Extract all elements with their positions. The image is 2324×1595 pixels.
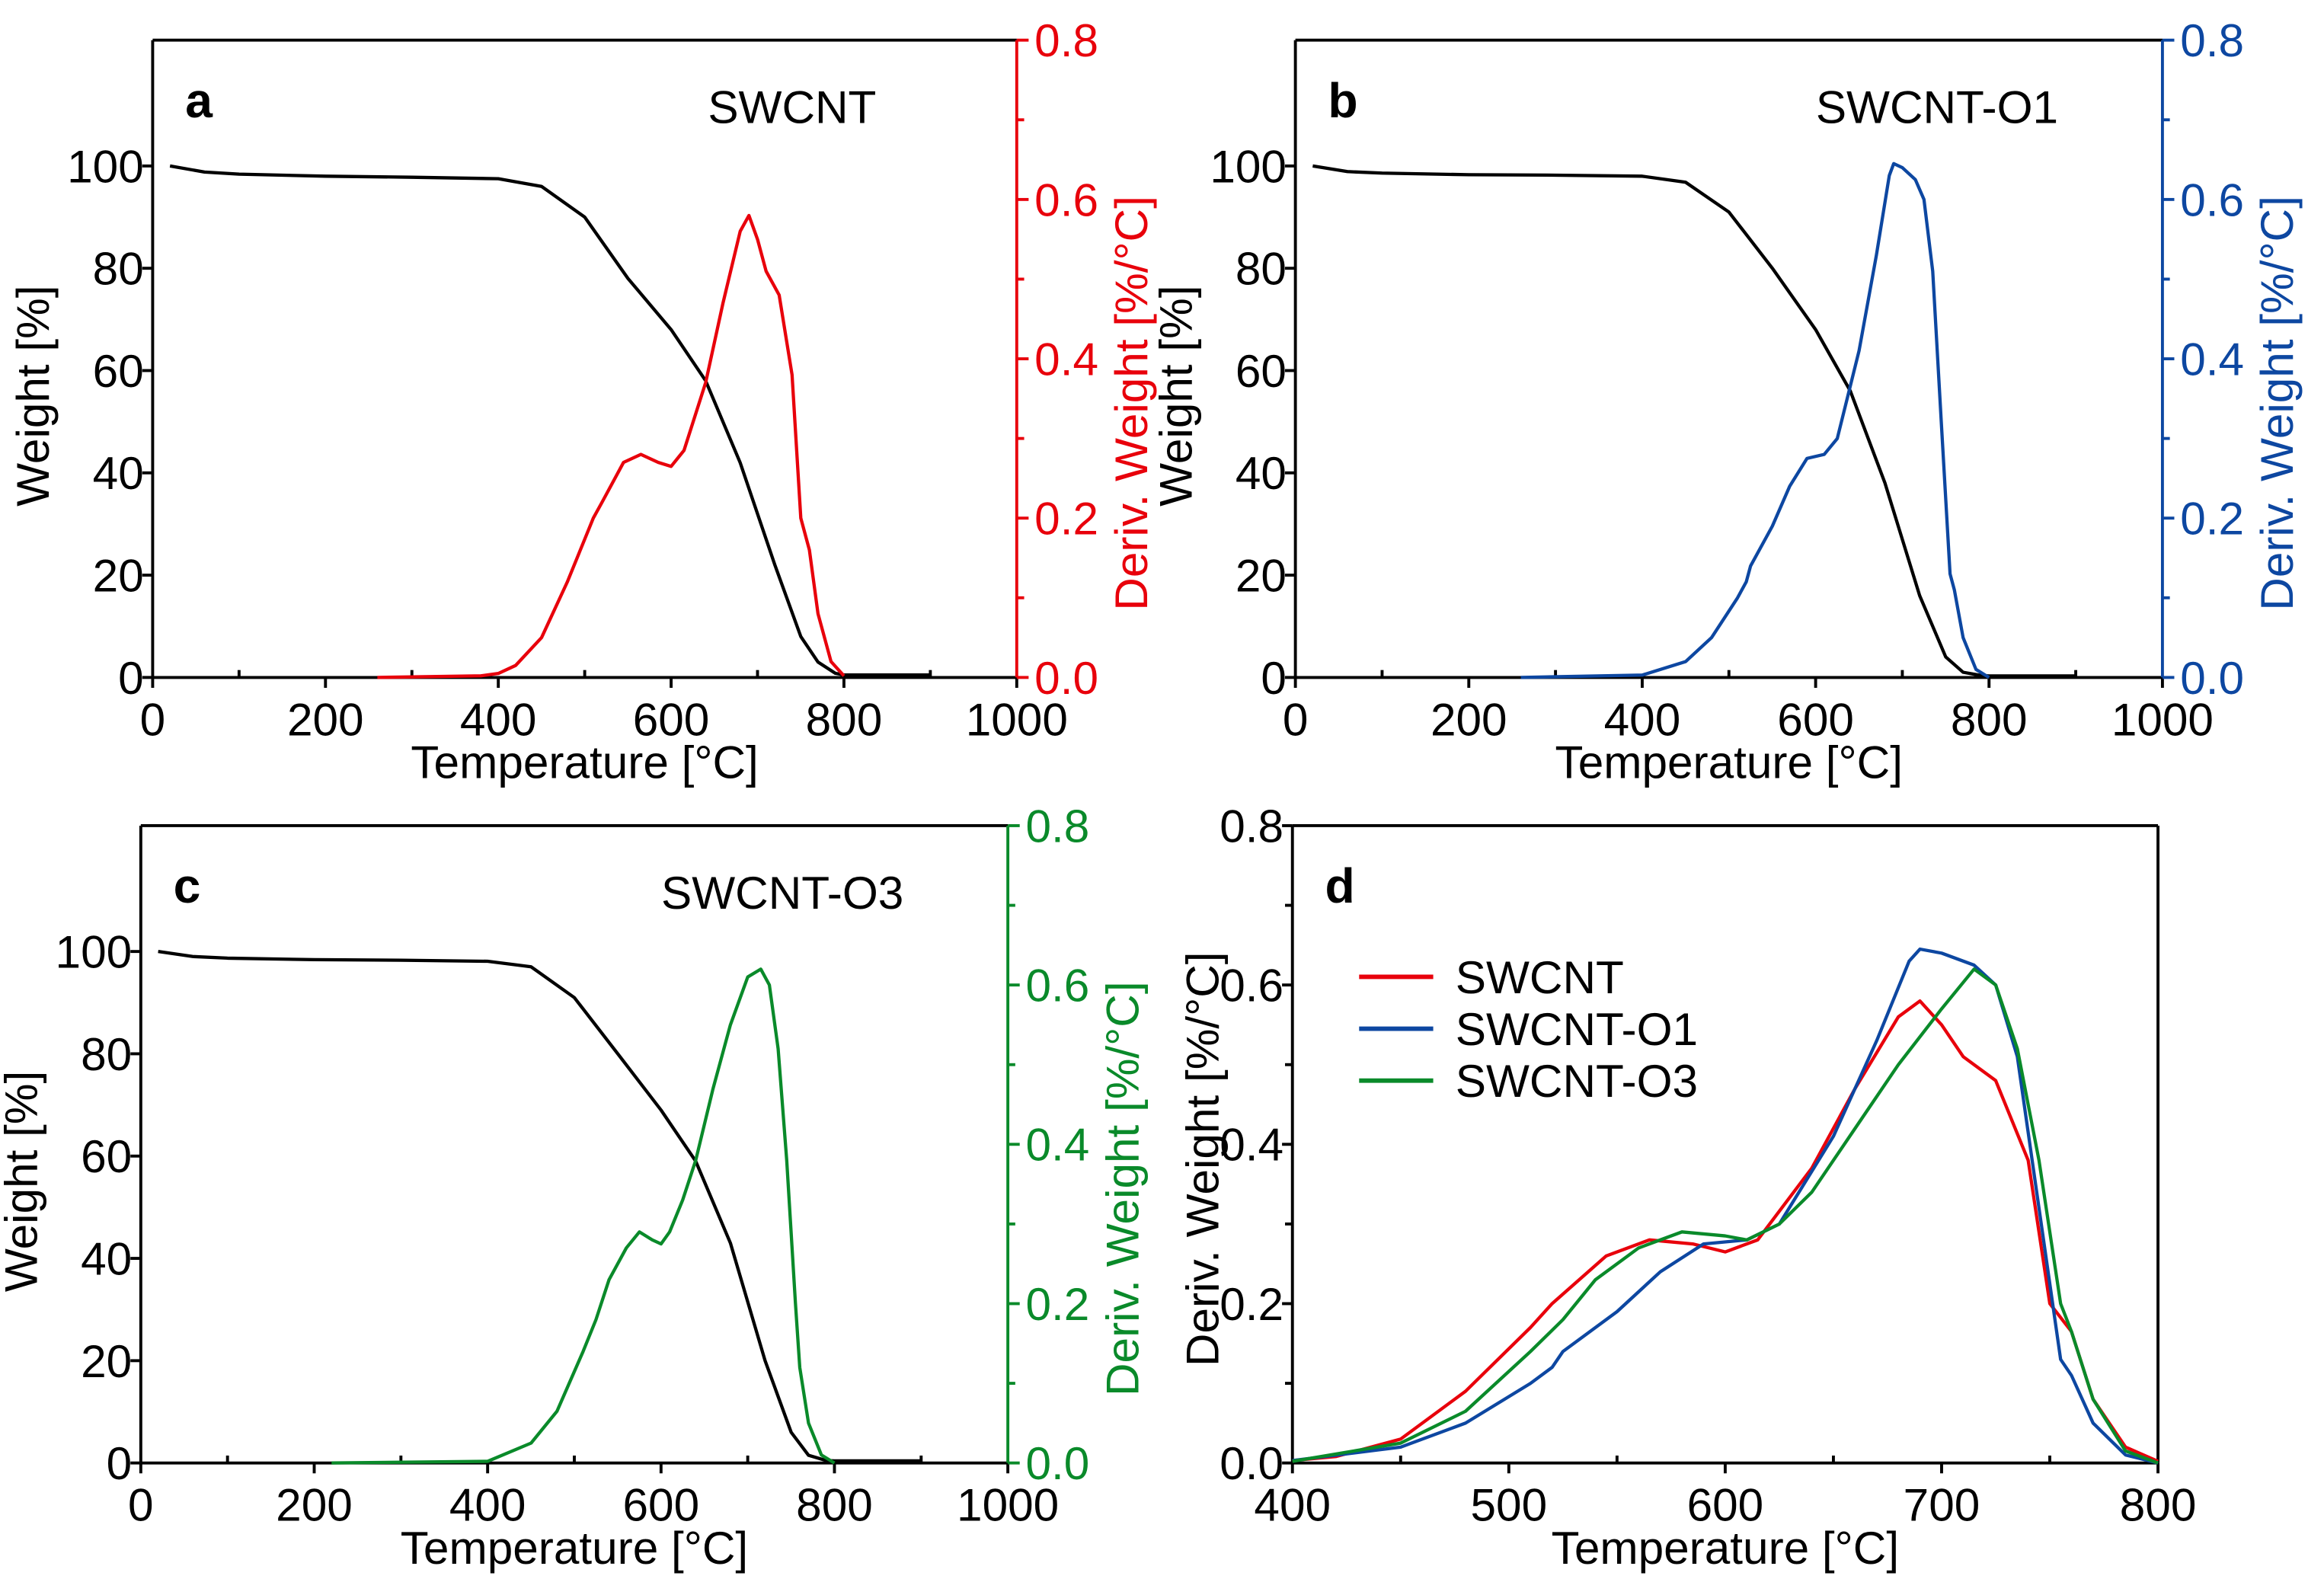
x-tick-label: 600 [623,1479,700,1531]
y2-tick-label: 0.4 [2180,333,2244,385]
panel-letter: c [174,858,201,913]
series-line-swcnt-o1 [1292,947,2159,1465]
y2-tick-label: 0.0 [1025,1437,1089,1489]
y2-axis-label: Deriv. Weight [%/°C] [2251,196,2303,611]
x-tick-label: 0 [1283,693,1309,745]
y-tick-label: 100 [1210,140,1287,192]
x-tick-label: 400 [449,1479,526,1531]
y2-tick-label: 0.0 [2180,652,2244,704]
y-tick-label: 0 [1261,652,1287,704]
y-tick-label: 100 [56,926,133,978]
legend-label: SWCNT [1456,951,1624,1003]
y-tick-label: 20 [1236,549,1287,601]
y-axis-label: Weight [%] [7,285,59,506]
panel-letter: b [1328,73,1357,128]
y-tick-label: 0 [118,652,144,704]
x-tick-label: 1000 [957,1479,1059,1531]
y-tick-label: 80 [1236,243,1287,295]
y-tick-label: 0.8 [1220,800,1283,852]
panel-letter: d [1325,858,1355,913]
x-tick-label: 400 [1254,1479,1331,1531]
y2-tick-label: 0.8 [1025,800,1089,852]
series-line-weight [169,164,931,677]
y-tick-label: 40 [1236,447,1287,499]
y-axis-label: Deriv. Weight [%/°C] [1176,951,1228,1366]
y-tick-label: 0.0 [1220,1437,1283,1489]
y2-tick-label: 0.2 [2180,493,2244,545]
y-tick-label: 40 [93,447,144,499]
y-tick-label: 60 [81,1130,132,1182]
x-tick-label: 800 [806,693,883,745]
panel-title: SWCNT-O3 [661,867,903,919]
series-line-weight [158,950,922,1463]
y2-tick-label: 0.0 [1034,652,1098,704]
y-tick-label: 0.6 [1220,960,1283,1012]
x-axis-label: Temperature [°C] [411,737,758,788]
panel-a: 0 200 400 600 800 1000 Temperature [°C] 0 20 40 60… [7,14,1157,788]
y2-tick-label: 0.8 [2180,14,2244,66]
series-line-swcnt-o3 [1292,967,2159,1465]
x-tick-label: 700 [1904,1479,1980,1531]
series-line-deriv-weight [331,967,836,1465]
y-tick-label: 80 [93,243,144,295]
x-axis-label: Temperature [°C] [1552,1522,1899,1574]
x-tick-label: 0 [140,693,166,745]
y-tick-label: 80 [81,1028,132,1080]
legend-label: SWCNT-O3 [1456,1055,1698,1107]
y2-tick-label: 0.4 [1034,333,1098,385]
x-tick-label: 400 [460,693,537,745]
y-tick-label: 0.4 [1220,1119,1283,1171]
panel-d: 400 500 600 700 800 Temperature [°C] 0.0 0.2 0.4… [1176,800,2196,1574]
x-tick-label: 600 [633,693,710,745]
series-line-swcnt [1292,999,2159,1463]
x-tick-label: 500 [1471,1479,1548,1531]
x-tick-label: 200 [276,1479,353,1531]
y2-tick-label: 0.2 [1034,493,1098,545]
panel-title: SWCNT-O1 [1816,82,2058,133]
y2-tick-label: 0.2 [1025,1278,1089,1330]
x-tick-label: 800 [2120,1479,2197,1531]
y2-tick-label: 0.6 [1034,174,1098,225]
y-tick-label: 60 [1236,345,1287,397]
x-tick-label: 1000 [966,693,1068,745]
series-line-deriv-weight [377,213,846,679]
y-tick-label: 40 [81,1232,132,1284]
panel-title: SWCNT [708,82,876,133]
y-tick-label: 100 [67,140,144,192]
y-tick-label: 0 [107,1437,133,1489]
y2-tick-label: 0.6 [2180,174,2244,225]
y2-tick-label: 0.6 [1025,960,1089,1012]
x-tick-label: 1000 [2111,693,2214,745]
x-tick-label: 200 [1431,693,1507,745]
panel-b: 0 200 400 600 800 1000 Temperature [°C] 0 20 40 60… [1149,14,2303,788]
legend-label: SWCNT-O1 [1456,1003,1698,1055]
series-line-deriv-weight [1520,161,1990,679]
series-line-weight [1312,164,2076,678]
x-tick-label: 200 [287,693,364,745]
x-tick-label: 400 [1604,693,1681,745]
y2-tick-label: 0.8 [1034,14,1098,66]
x-tick-label: 800 [1951,693,2028,745]
panel-c: 0 200 400 600 800 1000 Temperature [°C] 0 20 40 60… [0,800,1148,1574]
y2-axis-label: Deriv. Weight [%/°C] [1105,196,1157,611]
x-axis-label: Temperature [°C] [401,1522,748,1574]
y-axis-label: Weight [%] [0,1071,47,1292]
y-tick-label: 60 [93,345,144,397]
y-tick-label: 20 [81,1335,132,1387]
panel-letter: a [185,73,213,128]
y2-tick-label: 0.4 [1025,1119,1089,1171]
x-tick-label: 800 [796,1479,873,1531]
y-axis-label: Weight [%] [1149,285,1201,506]
y-tick-label: 20 [93,549,144,601]
y-tick-label: 0.2 [1220,1278,1283,1330]
x-tick-label: 600 [1777,693,1854,745]
y2-axis-label: Deriv. Weight [%/°C] [1096,981,1148,1396]
x-axis-label: Temperature [°C] [1555,737,1903,788]
x-tick-label: 0 [128,1479,154,1531]
x-tick-label: 600 [1687,1479,1764,1531]
